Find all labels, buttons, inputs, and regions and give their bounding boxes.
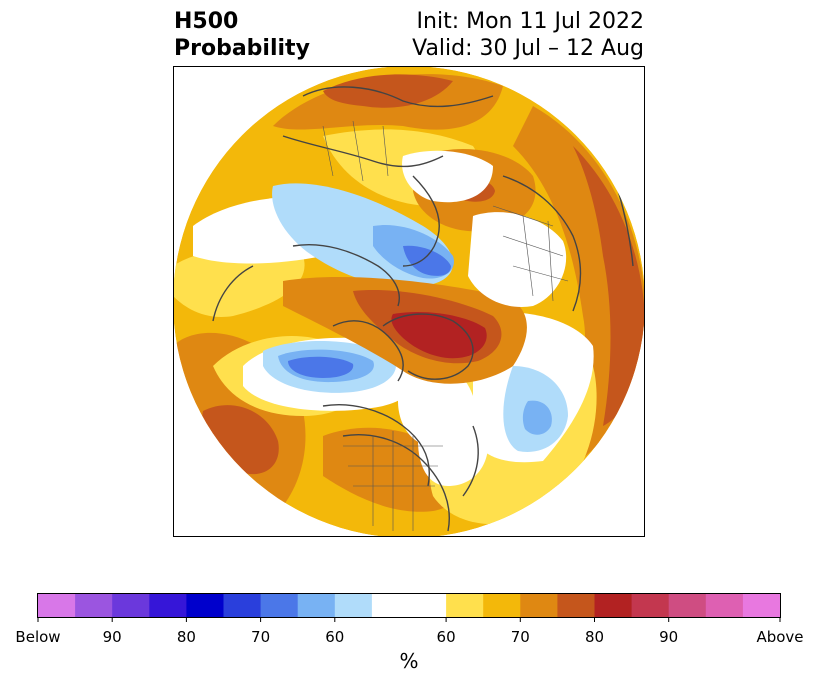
colorbar-bin [149,594,187,617]
colorbar-bin [38,594,76,617]
colorbar-tick-label: Below [15,628,60,646]
anomaly-below-siberia-arctic [403,245,451,276]
chart-title: H500 Probability [174,8,310,62]
probability-map [173,66,645,537]
valid-range: Valid: 30 Jul – 12 Aug [412,36,644,61]
colorbar-tick-label: Above [756,628,803,646]
anomaly-below-bering [288,356,354,378]
colorbar-bin [483,594,521,617]
anomaly-above-east-ring-core [573,146,645,426]
colorbar-bin [297,594,336,617]
colorbar-bin [668,594,707,617]
colorbar-frame [37,593,781,618]
borders [322,120,569,531]
colorbar-bins [38,594,781,617]
globe [173,66,645,537]
colorbar-bin [371,594,447,617]
colorbar-tick-label: 70 [251,628,270,646]
neutral-west-atlantic [418,393,489,486]
anomaly-above-greenland [391,311,487,359]
colorbar: Below 90 80 70 60 60 70 80 90 Above % [15,593,804,673]
colorbar-bin [75,594,113,617]
anomaly-above-north-core [323,74,453,108]
neutral-europe-asia [468,212,567,307]
colorbar-bin [334,594,373,617]
colorbar-bin [631,594,670,617]
colorbar-tick-label: 60 [437,628,456,646]
product-title: Probability [174,36,310,61]
yellow-band-west [173,249,305,317]
colorbar-bin [705,594,744,617]
colorbar-bin [223,594,262,617]
colorbar-bin [520,594,558,617]
init-date: Init: Mon 11 Jul 2022 [416,9,644,34]
colorbar-unit: % [399,649,418,673]
colorbar-tick-label: 90 [103,628,122,646]
colorbar-ticks: Below 90 80 70 60 60 70 80 90 Above [15,617,804,646]
colorbar-bin [112,594,150,617]
colorbar-tick-label: 80 [585,628,604,646]
field-title: H500 [174,9,239,34]
colorbar-bin [594,594,633,617]
colorbar-bin [446,594,484,617]
map-frame [173,66,645,537]
anomaly-below-atlantic [522,400,552,435]
colorbar-bin [260,594,299,617]
colorbar-tick-label: 90 [659,628,678,646]
colorbar-bin [742,594,781,617]
colorbar-bin [557,594,595,617]
colorbar-tick-label: 60 [325,628,344,646]
colorbar-tick-label: 80 [177,628,196,646]
colorbar-tick-label: 70 [511,628,530,646]
colorbar-bin [186,594,224,617]
date-info: Init: Mon 11 Jul 2022 Valid: 30 Jul – 12… [412,8,644,62]
